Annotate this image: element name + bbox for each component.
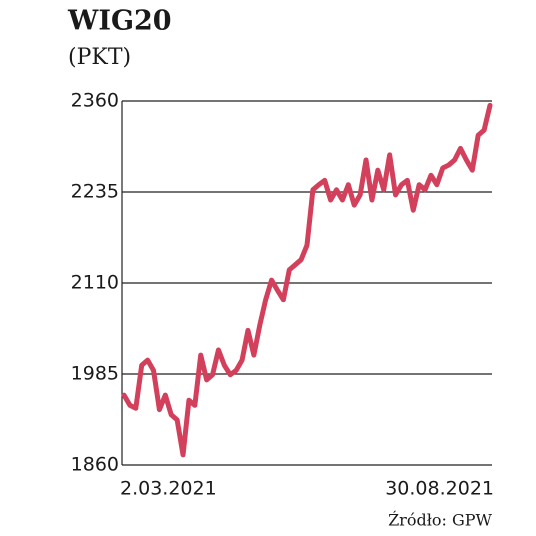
chart-title: WIG20 [67,6,172,37]
chart-subtitle: (PKT) [68,45,131,70]
y-tick-label: 1985 [71,363,119,385]
source: Źródło: GPW [388,510,492,530]
y-tick-label: 1860 [71,454,119,476]
line [121,102,493,458]
x-tick-label: 2.03.2021 [120,478,217,500]
x-tick-label: 30.08.2021 [385,478,494,500]
y-tick-label: 2235 [71,181,119,203]
y-tick-label: 2110 [71,272,119,294]
y-tick-label: 2360 [71,90,119,112]
